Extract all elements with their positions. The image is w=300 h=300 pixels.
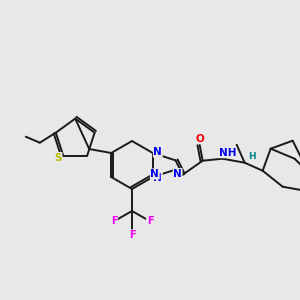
Text: F: F [147,216,153,226]
Text: N: N [173,169,182,178]
Text: F: F [111,216,117,226]
Text: O: O [195,134,204,144]
Text: N: N [153,173,162,183]
Text: N: N [153,147,162,157]
Text: NH: NH [219,148,236,158]
Text: F: F [129,230,135,240]
Text: H: H [248,152,256,161]
Text: S: S [55,152,62,163]
Text: N: N [150,169,159,179]
